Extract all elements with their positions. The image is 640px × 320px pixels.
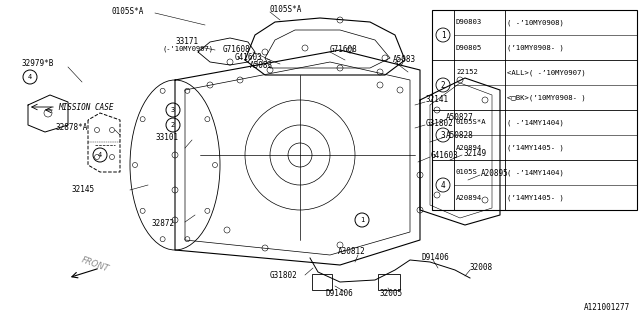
Text: G31802: G31802: [270, 271, 298, 281]
Text: A20894: A20894: [456, 145, 483, 150]
Text: G71608: G71608: [330, 44, 358, 53]
Text: (-'10MY0907): (-'10MY0907): [162, 46, 213, 52]
Text: 1: 1: [360, 217, 364, 223]
Text: A5083: A5083: [393, 54, 416, 63]
Text: 0105S*A: 0105S*A: [456, 119, 486, 125]
Text: 33171: 33171: [175, 37, 198, 46]
Bar: [378, 274, 400, 290]
Text: 1: 1: [441, 30, 445, 39]
Text: G71608: G71608: [223, 45, 251, 54]
Text: 32141: 32141: [426, 95, 449, 105]
Text: FRONT: FRONT: [80, 256, 110, 274]
Text: ( -’14MY1404): ( -’14MY1404): [507, 169, 564, 176]
Text: ( -’14MY1404): ( -’14MY1404): [507, 119, 564, 126]
Text: D91406: D91406: [422, 253, 450, 262]
Text: 4: 4: [441, 180, 445, 189]
Text: 32878*A: 32878*A: [55, 124, 88, 132]
Text: 3: 3: [441, 131, 445, 140]
Bar: [432, 10, 637, 210]
Text: A20894: A20894: [456, 195, 483, 201]
Text: (’10MY0908- ): (’10MY0908- ): [507, 44, 564, 51]
Text: <□BK>(’10MY0908- ): <□BK>(’10MY0908- ): [507, 94, 586, 101]
Text: 32145: 32145: [72, 186, 95, 195]
Text: <ALL>( -’10MY0907): <ALL>( -’10MY0907): [507, 69, 586, 76]
Text: A50827: A50827: [446, 114, 474, 123]
Text: D90805: D90805: [456, 44, 483, 51]
Text: 2: 2: [171, 122, 175, 128]
Text: D91406: D91406: [325, 290, 353, 299]
Text: 32149: 32149: [463, 148, 486, 157]
Text: 22152: 22152: [456, 69, 478, 76]
Text: MISSION CASE: MISSION CASE: [58, 102, 113, 111]
Bar: [312, 274, 332, 290]
Text: G41603: G41603: [431, 150, 459, 159]
Text: A121001277: A121001277: [584, 303, 630, 312]
Text: 33101: 33101: [155, 133, 178, 142]
Text: D90803: D90803: [456, 20, 483, 26]
Text: 0105S*A: 0105S*A: [270, 4, 302, 13]
Text: G31802: G31802: [426, 118, 454, 127]
Text: A50828: A50828: [446, 131, 474, 140]
Text: 3: 3: [171, 107, 175, 113]
Text: 4: 4: [28, 74, 32, 80]
Text: 32005: 32005: [380, 290, 403, 299]
Text: A5083: A5083: [250, 61, 273, 70]
Text: 2: 2: [441, 81, 445, 90]
Text: A20895: A20895: [481, 169, 509, 178]
Text: G41603: G41603: [235, 52, 263, 61]
Text: 0105S: 0105S: [456, 170, 478, 175]
Text: A30812: A30812: [338, 247, 365, 257]
Text: 32008: 32008: [469, 263, 492, 273]
Text: ( -’10MY0908): ( -’10MY0908): [507, 19, 564, 26]
Text: 0105S*A: 0105S*A: [112, 7, 145, 17]
Text: 32872: 32872: [152, 219, 175, 228]
Text: 32979*B: 32979*B: [22, 60, 54, 68]
Text: 4: 4: [98, 152, 102, 158]
Text: (’14MY1405- ): (’14MY1405- ): [507, 194, 564, 201]
Text: (’14MY1405- ): (’14MY1405- ): [507, 144, 564, 151]
